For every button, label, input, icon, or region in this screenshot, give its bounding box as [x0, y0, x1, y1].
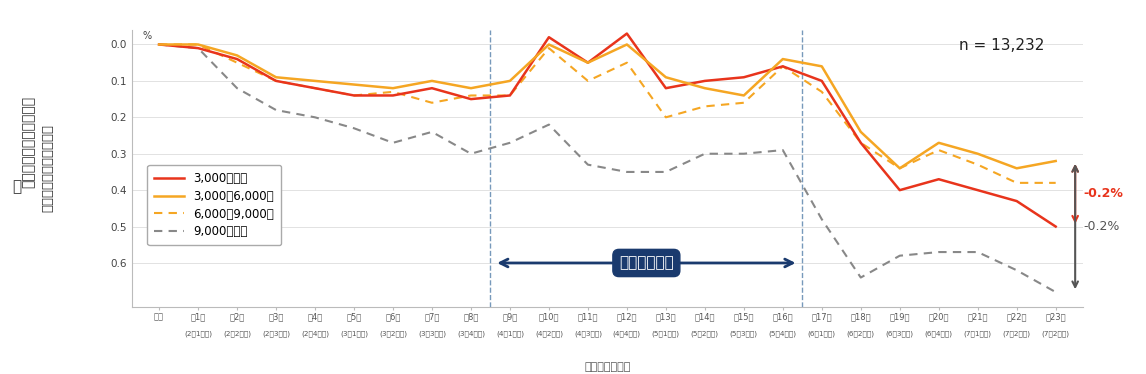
Y-axis label: 基準からの体脂肪率変化: 基準からの体脂肪率変化 — [42, 124, 55, 212]
Text: 第21週: 第21週 — [967, 312, 988, 321]
Text: 第13週: 第13週 — [656, 312, 676, 321]
Text: 第3週: 第3週 — [268, 312, 284, 321]
Text: (2月4週目): (2月4週目) — [301, 330, 329, 337]
Text: 第8週: 第8週 — [463, 312, 479, 321]
Text: (4月3週目): (4月3週目) — [574, 330, 602, 337]
Text: (4月2週目): (4月2週目) — [535, 330, 563, 337]
Text: (4月4週目): (4月4週目) — [613, 330, 641, 337]
Text: (6月1週目): (6月1週目) — [808, 330, 835, 337]
Text: 第2週: 第2週 — [229, 312, 244, 321]
Text: 第12週: 第12週 — [617, 312, 637, 321]
Text: 第16週: 第16週 — [772, 312, 793, 321]
Text: (5月4週目): (5月4週目) — [769, 330, 796, 337]
Text: (7月2週目): (7月2週目) — [1042, 330, 1069, 337]
Text: 第7週: 第7週 — [424, 312, 440, 321]
Text: (4月1週目): (4月1週目) — [496, 330, 524, 337]
Text: n = 13,232: n = 13,232 — [959, 38, 1045, 53]
Text: 緊急事態宣言: 緊急事態宣言 — [619, 255, 674, 270]
Text: 第1週: 第1週 — [190, 312, 205, 321]
Text: 第6週: 第6週 — [385, 312, 401, 321]
Text: (2月2週目): (2月2週目) — [223, 330, 251, 337]
Text: 第18週: 第18週 — [850, 312, 871, 321]
Text: (7月2週目): (7月2週目) — [1003, 330, 1030, 337]
Text: (3月4週目): (3月4週目) — [457, 330, 485, 337]
Text: 第22週: 第22週 — [1006, 312, 1027, 321]
Legend: 3,000歩未満, 3,000～6,000歩, 6,000～9,000歩, 9,000歩以上: 3,000歩未満, 3,000～6,000歩, 6,000～9,000歩, 9,… — [147, 165, 281, 245]
Text: (5月3週目): (5月3週目) — [730, 330, 758, 337]
Text: 基準: 基準 — [154, 312, 164, 321]
Text: (5月1週目): (5月1週目) — [652, 330, 680, 337]
Text: 基準からの体脂肪率変化: 基準からの体脂肪率変化 — [22, 96, 36, 188]
Text: 第15週: 第15週 — [733, 312, 754, 321]
Text: 第17週: 第17週 — [811, 312, 832, 321]
Text: 第5週: 第5週 — [346, 312, 362, 321]
Text: 第11週: 第11週 — [578, 312, 598, 321]
Text: (6月4週目): (6月4週目) — [925, 330, 952, 337]
Text: (2月3週目): (2月3週目) — [262, 330, 290, 337]
Text: (3月3週目): (3月3週目) — [418, 330, 446, 337]
Text: 第23週: 第23週 — [1045, 312, 1066, 321]
Text: 第14週: 第14週 — [694, 312, 715, 321]
Text: -0.2%: -0.2% — [1083, 187, 1123, 200]
Text: 基準からの経過: 基準からの経過 — [584, 362, 630, 372]
Text: 第10週: 第10週 — [539, 312, 559, 321]
Text: 基: 基 — [13, 180, 22, 194]
Text: (3月1週目): (3月1週目) — [340, 330, 368, 337]
Text: (6月3週目): (6月3週目) — [886, 330, 913, 337]
Text: (7月1週目): (7月1週目) — [964, 330, 991, 337]
Text: (3月2週目): (3月2週目) — [379, 330, 407, 337]
Text: 第9週: 第9週 — [502, 312, 518, 321]
Text: 第19週: 第19週 — [889, 312, 910, 321]
Text: %: % — [143, 31, 152, 41]
Text: 第20週: 第20週 — [928, 312, 949, 321]
Text: 第4週: 第4週 — [307, 312, 323, 321]
Text: (6月2週目): (6月2週目) — [847, 330, 874, 337]
Text: (5月2週目): (5月2週目) — [691, 330, 719, 337]
Text: (2月1週目): (2月1週目) — [185, 330, 212, 337]
Text: -0.2%: -0.2% — [1083, 220, 1120, 233]
